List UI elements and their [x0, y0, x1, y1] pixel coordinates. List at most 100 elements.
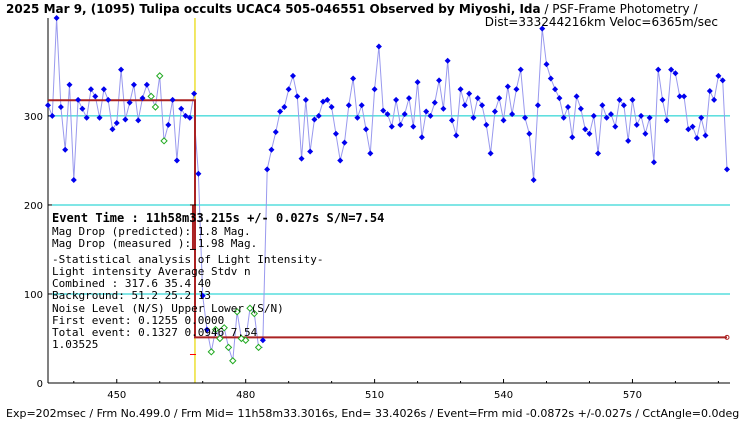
data-point-blue	[143, 81, 150, 88]
data-point-blue	[500, 117, 507, 124]
extra-value: 1.03525	[52, 338, 98, 351]
data-point-blue	[388, 123, 395, 130]
data-point-blue	[534, 102, 541, 109]
data-point-green	[211, 325, 220, 334]
data-point-blue	[646, 114, 653, 121]
data-point-blue	[122, 116, 129, 123]
data-point-green	[147, 92, 155, 101]
data-point-blue	[573, 93, 580, 100]
data-point-blue	[337, 157, 344, 164]
data-point-blue	[354, 114, 361, 121]
data-point-green	[220, 324, 228, 332]
data-point-blue	[272, 128, 279, 135]
data-point-blue	[522, 114, 529, 121]
data-point-blue	[427, 112, 434, 119]
data-point-blue	[556, 95, 563, 102]
data-point-blue	[118, 66, 125, 73]
data-point-blue	[702, 132, 709, 139]
data-point-blue	[470, 114, 477, 121]
data-point-blue	[633, 121, 640, 128]
data-point-blue	[655, 66, 662, 73]
first-event-row: First event: 0.1255 0.0000	[52, 314, 224, 327]
data-point-blue	[311, 116, 318, 123]
model-step	[48, 99, 727, 339]
data-point-blue	[173, 157, 180, 164]
data-point-blue	[715, 72, 722, 79]
data-point-blue	[414, 79, 421, 86]
data-point-blue	[259, 337, 266, 344]
data-point-green	[224, 343, 233, 352]
data-point-blue	[564, 104, 571, 111]
y-tick-label: 300	[24, 112, 43, 123]
data-point-green	[229, 357, 237, 365]
data-point-blue	[268, 146, 275, 153]
data-point-blue	[513, 86, 520, 93]
data-point-blue	[487, 150, 494, 157]
data-point-blue	[397, 121, 404, 128]
data-point-blue	[461, 102, 468, 109]
series-line	[524, 28, 616, 181]
data-point-blue	[577, 105, 584, 112]
data-point-blue	[70, 177, 77, 184]
data-point-blue	[264, 166, 271, 173]
event-time: Event Time : 11h58m33.215s +/- 0.027s S/…	[52, 211, 384, 225]
data-point-blue	[307, 148, 314, 155]
data-point-blue	[603, 114, 610, 121]
data-point-green	[207, 348, 216, 356]
data-point-blue	[586, 130, 593, 137]
data-point-blue	[363, 126, 370, 133]
data-point-blue	[681, 93, 688, 100]
data-point-blue	[685, 126, 692, 133]
data-point-blue	[49, 112, 56, 119]
data-point-blue	[448, 117, 455, 124]
data-point-green	[241, 336, 250, 344]
data-point-blue	[453, 132, 460, 139]
data-point-blue	[169, 96, 176, 103]
data-point-blue	[517, 66, 524, 73]
data-point-blue	[423, 108, 430, 115]
data-point-blue	[105, 96, 112, 103]
data-point-blue	[302, 96, 309, 103]
data-point-blue	[543, 61, 550, 68]
model-curve	[48, 99, 730, 356]
data-point-green	[254, 343, 263, 352]
data-point-blue	[75, 96, 82, 103]
data-point-blue	[659, 96, 666, 103]
data-point-blue	[126, 99, 133, 106]
data-point-blue	[405, 95, 412, 102]
data-point-blue	[504, 83, 511, 90]
data-point-blue	[457, 86, 464, 93]
data-point-blue	[676, 93, 683, 100]
noise-header: Noise Level (N/S) Upper Lower (S/N)	[52, 302, 284, 315]
series-line	[331, 46, 457, 161]
stat-title: -Statistical analysis of Light Intensity…	[52, 253, 324, 266]
data-point-blue	[96, 114, 103, 121]
data-point-blue	[195, 170, 202, 177]
data-point-blue	[582, 126, 589, 133]
x-tick-label: 540	[494, 390, 513, 401]
data-point-blue	[350, 75, 357, 82]
data-point-blue	[612, 123, 619, 130]
data-point-blue	[483, 121, 490, 128]
data-point-blue	[590, 112, 597, 119]
data-point-blue	[66, 81, 73, 88]
data-point-blue	[165, 121, 172, 128]
data-point-blue	[629, 96, 636, 103]
data-point-blue	[616, 96, 623, 103]
x-tick-label: 450	[107, 390, 126, 401]
data-point-blue	[62, 146, 69, 153]
data-point-blue	[663, 117, 670, 124]
series-line	[47, 17, 152, 181]
data-point-blue	[109, 126, 116, 133]
data-point-blue	[401, 111, 408, 118]
data-point-blue	[672, 70, 679, 77]
data-point-blue	[547, 75, 554, 82]
data-point-blue	[139, 95, 146, 102]
total-event-row: Total event: 0.1327 0.0946 7.54	[52, 326, 258, 339]
data-point-blue	[693, 135, 700, 142]
data-point-blue	[444, 57, 451, 64]
data-point-blue	[393, 96, 400, 103]
light-intensity-header: Light intensity Average Stdv n	[52, 265, 251, 278]
data-point-blue	[711, 96, 718, 103]
footer-info: Exp=202msec / Frm No.499.0 / Frm Mid= 11…	[6, 407, 739, 420]
